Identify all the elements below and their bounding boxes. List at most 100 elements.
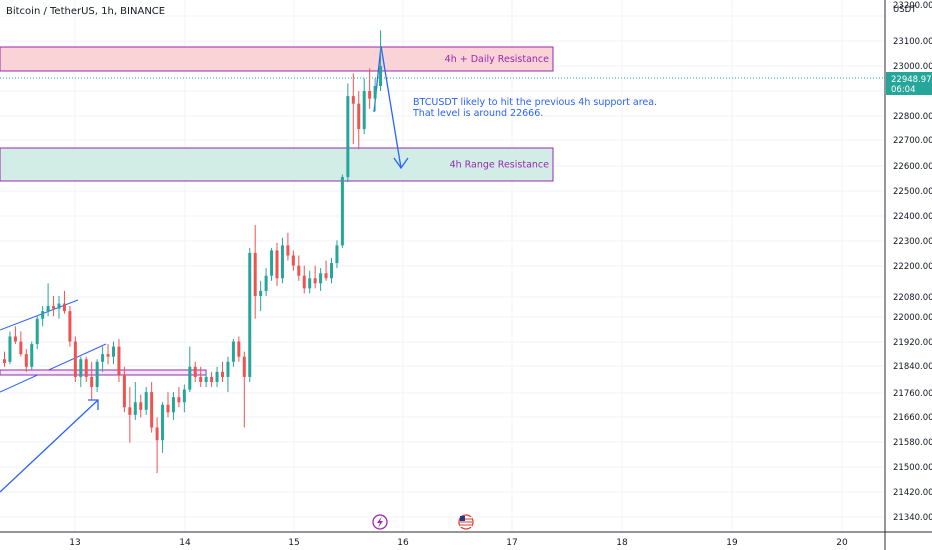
zone-label: 4h + Daily Resistance xyxy=(445,54,549,65)
candle-body xyxy=(90,376,94,388)
time-tick-label: 16 xyxy=(397,538,409,548)
countdown-value: 06:04 xyxy=(891,85,916,95)
candle-body xyxy=(368,91,372,99)
candle-body xyxy=(259,290,263,296)
forecast-arrow-down-leg xyxy=(380,45,402,169)
time-tick-label: 17 xyxy=(506,538,517,548)
candle-body xyxy=(68,311,72,342)
channel-lower-line xyxy=(0,343,107,393)
candle-body xyxy=(210,376,214,382)
last-price-value: 22948.97 xyxy=(891,75,932,85)
candle-body xyxy=(128,407,132,415)
candle-body xyxy=(221,371,224,377)
candle-body xyxy=(79,359,83,377)
candle-body xyxy=(112,346,115,357)
zone-box xyxy=(0,147,554,182)
chart-title: Bitcoin / TetherUS, 1h, BINANCE xyxy=(6,6,165,17)
grid xyxy=(0,0,885,532)
candle-body xyxy=(302,275,306,289)
candle-body xyxy=(373,85,377,99)
candles xyxy=(3,30,383,474)
time-tick-label: 13 xyxy=(69,538,80,548)
candle-body xyxy=(280,245,284,279)
candle-body xyxy=(248,252,252,377)
candle-body xyxy=(35,318,39,345)
annotation-line-2: That level is around 22666. xyxy=(412,108,543,119)
support-trendline-arrow-icon xyxy=(88,399,99,410)
price-tick-label: 22800.00 xyxy=(893,112,932,122)
time-tick-label: 14 xyxy=(179,538,191,548)
price-tick-label: 22600.00 xyxy=(893,162,932,172)
forecast-arrow-head-icon xyxy=(393,157,409,170)
candle-body xyxy=(24,354,28,367)
candle-body xyxy=(242,356,246,377)
candle-body xyxy=(8,336,12,362)
price-tick-label: 22000.00 xyxy=(893,313,932,323)
price-tick-label: 21500.00 xyxy=(893,463,932,473)
candle-body xyxy=(41,311,45,319)
time-tick-label: 20 xyxy=(836,538,848,548)
candle-body xyxy=(73,341,77,377)
candle-body xyxy=(171,397,175,413)
candle-body xyxy=(264,275,268,291)
support-trendline xyxy=(0,399,99,493)
currency-label: USDT xyxy=(893,5,917,15)
candle-body xyxy=(13,336,17,342)
price-tick-label: 21660.00 xyxy=(893,413,932,423)
price-tick-label: 23100.00 xyxy=(893,37,932,47)
candle-body xyxy=(379,65,383,86)
time-tick-label: 18 xyxy=(616,538,628,548)
candle-body xyxy=(319,273,323,284)
price-tick-label: 21760.00 xyxy=(893,389,932,399)
candle-body xyxy=(362,91,366,129)
candle-body xyxy=(330,263,333,279)
candle-body xyxy=(84,359,88,377)
candle-body xyxy=(101,354,105,362)
price-tick-label: 21920.00 xyxy=(893,338,932,348)
price-tick-label: 21340.00 xyxy=(893,513,932,523)
candle-body xyxy=(150,392,154,428)
price-tick-label: 22700.00 xyxy=(893,136,932,146)
candle-body xyxy=(237,341,241,357)
candle-body xyxy=(193,366,197,377)
candle-body xyxy=(122,374,126,408)
channel-upper-line xyxy=(0,299,79,331)
candle-body xyxy=(351,96,355,104)
candle-body xyxy=(52,306,56,309)
candle-body xyxy=(346,96,350,178)
candle-body xyxy=(139,402,143,410)
zone-label: 4h Range Resistance xyxy=(450,160,550,171)
price-tick-label: 21420.00 xyxy=(893,488,932,498)
price-tick-label: 23000.00 xyxy=(893,62,932,72)
candle-body xyxy=(30,344,34,367)
price-tick-label: 21840.00 xyxy=(893,362,932,372)
time-axis-ticks[interactable]: 13 14 15 16 17 18 19 20 xyxy=(69,538,848,548)
candle-body xyxy=(155,427,159,441)
candle-body xyxy=(313,278,317,284)
price-tick-label: 21580.00 xyxy=(893,438,932,448)
price-tick-label: 22200.00 xyxy=(893,262,932,272)
us-flag-event-icon[interactable] xyxy=(458,514,474,530)
candle-body xyxy=(95,361,99,388)
candle-body xyxy=(324,273,328,279)
candle-body xyxy=(199,376,203,382)
zone-box xyxy=(0,46,554,72)
time-tick-label: 15 xyxy=(288,538,299,548)
price-tick-label: 23200.00 xyxy=(893,1,932,11)
candle-body xyxy=(117,346,121,375)
candle-body xyxy=(270,250,274,276)
annotation-line-1: BTCUSDT likely to hit the previous 4h su… xyxy=(413,97,657,108)
candle-body xyxy=(335,245,339,264)
candle-body xyxy=(286,245,290,256)
candle-body xyxy=(275,250,279,279)
candle-body xyxy=(291,255,295,266)
candle-body xyxy=(144,392,148,410)
lightning-event-icon[interactable] xyxy=(372,514,388,530)
candle-body xyxy=(297,265,301,276)
zones: 4h + Daily Resistance 4h Range Resistance xyxy=(0,46,554,182)
candle-body xyxy=(226,361,230,377)
candle-body xyxy=(188,366,192,390)
candle-body xyxy=(46,306,50,312)
candle-body xyxy=(57,303,61,309)
